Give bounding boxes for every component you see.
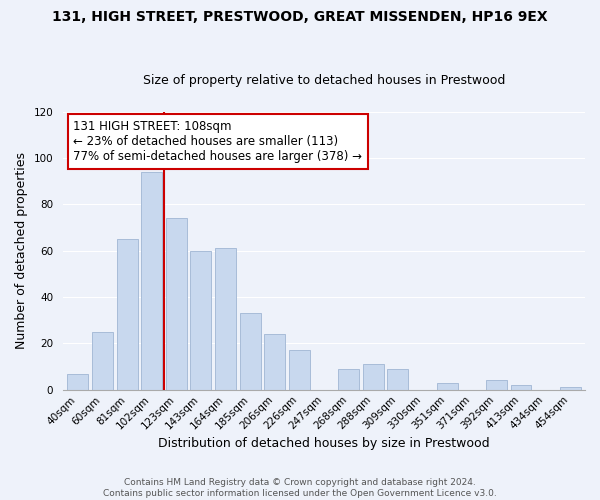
Bar <box>215 248 236 390</box>
Text: 131 HIGH STREET: 108sqm
← 23% of detached houses are smaller (113)
77% of semi-d: 131 HIGH STREET: 108sqm ← 23% of detache… <box>73 120 362 163</box>
Bar <box>511 385 532 390</box>
Bar <box>141 172 162 390</box>
Bar <box>265 334 285 390</box>
Title: Size of property relative to detached houses in Prestwood: Size of property relative to detached ho… <box>143 74 505 87</box>
Bar <box>486 380 507 390</box>
Bar <box>437 383 458 390</box>
X-axis label: Distribution of detached houses by size in Prestwood: Distribution of detached houses by size … <box>158 437 490 450</box>
Bar <box>190 251 211 390</box>
Bar <box>388 369 409 390</box>
Bar <box>560 388 581 390</box>
Bar <box>92 332 113 390</box>
Text: Contains HM Land Registry data © Crown copyright and database right 2024.
Contai: Contains HM Land Registry data © Crown c… <box>103 478 497 498</box>
Bar <box>116 239 137 390</box>
Bar <box>338 369 359 390</box>
Bar <box>363 364 384 390</box>
Bar <box>289 350 310 390</box>
Bar <box>239 314 260 390</box>
Bar <box>67 374 88 390</box>
Y-axis label: Number of detached properties: Number of detached properties <box>15 152 28 350</box>
Bar <box>166 218 187 390</box>
Text: 131, HIGH STREET, PRESTWOOD, GREAT MISSENDEN, HP16 9EX: 131, HIGH STREET, PRESTWOOD, GREAT MISSE… <box>52 10 548 24</box>
